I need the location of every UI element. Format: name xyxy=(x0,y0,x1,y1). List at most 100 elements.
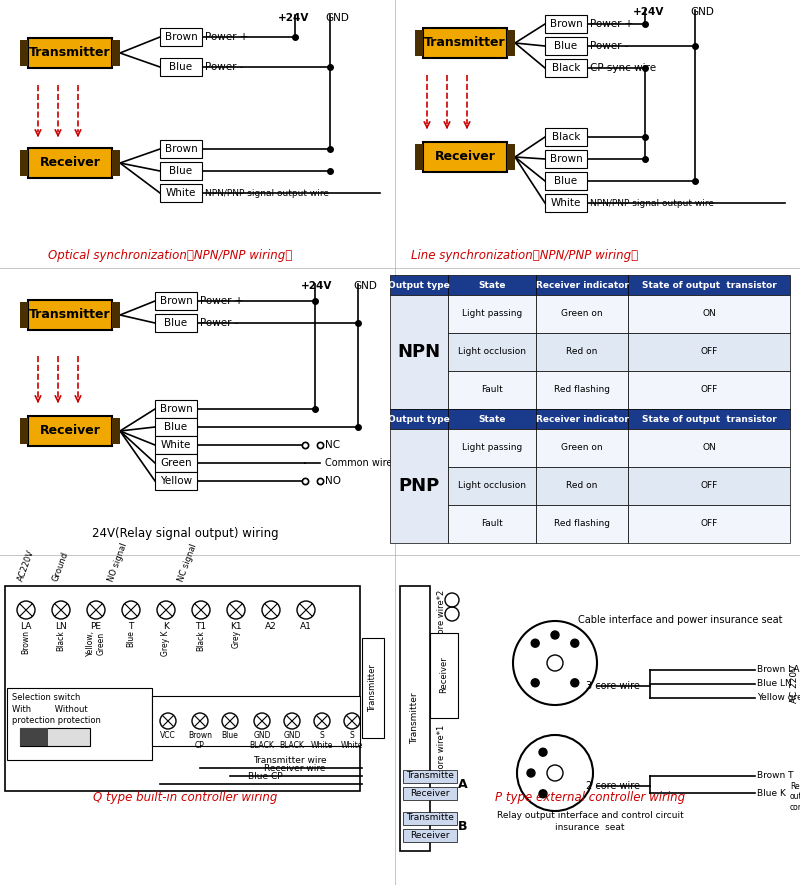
Text: GND: GND xyxy=(325,13,349,23)
Text: Receiver: Receiver xyxy=(39,157,101,170)
Bar xyxy=(112,150,120,176)
Bar xyxy=(20,302,28,328)
Text: GND
BLACK: GND BLACK xyxy=(279,731,305,750)
Text: White: White xyxy=(161,440,191,450)
Text: Receiver indicator: Receiver indicator xyxy=(535,414,629,424)
Text: ON: ON xyxy=(702,310,716,319)
Text: Brown: Brown xyxy=(22,630,30,654)
Text: Line synchronization（NPN/PNP wiring）: Line synchronization（NPN/PNP wiring） xyxy=(411,249,638,261)
Text: Light passing: Light passing xyxy=(462,310,522,319)
Bar xyxy=(362,638,384,738)
Text: Output type: Output type xyxy=(388,281,450,289)
Bar xyxy=(448,333,536,371)
Bar xyxy=(448,295,536,333)
Text: LN: LN xyxy=(55,622,67,631)
Bar xyxy=(545,128,587,146)
Circle shape xyxy=(570,679,578,687)
Text: Blue: Blue xyxy=(554,176,578,186)
Text: Green on: Green on xyxy=(561,310,603,319)
Text: Green: Green xyxy=(160,458,192,468)
Text: With         Without: With Without xyxy=(12,705,88,714)
Bar xyxy=(628,275,790,295)
Bar xyxy=(20,40,28,66)
Text: Yellow,
Green: Yellow, Green xyxy=(86,630,106,656)
Text: 4 core wire*1: 4 core wire*1 xyxy=(438,725,446,781)
Bar xyxy=(415,144,423,170)
Bar xyxy=(448,275,536,295)
Bar xyxy=(628,505,790,543)
Text: Fault: Fault xyxy=(481,519,503,528)
Bar xyxy=(423,142,507,172)
Bar xyxy=(403,787,457,800)
Text: Black: Black xyxy=(57,630,66,650)
Bar xyxy=(400,586,430,851)
Text: White: White xyxy=(551,198,581,208)
Bar xyxy=(28,300,112,330)
Bar xyxy=(628,295,790,333)
Text: State: State xyxy=(478,414,506,424)
Text: GND: GND xyxy=(353,281,377,291)
Text: Grey K: Grey K xyxy=(162,630,170,656)
Bar xyxy=(28,148,112,178)
Bar xyxy=(112,418,120,444)
Text: OFF: OFF xyxy=(700,386,718,395)
Text: OFF: OFF xyxy=(700,481,718,490)
Text: LA: LA xyxy=(20,622,32,631)
Text: OFF: OFF xyxy=(700,348,718,357)
Text: +24V: +24V xyxy=(633,7,664,17)
Text: Power -: Power - xyxy=(200,318,238,328)
Text: Brown T: Brown T xyxy=(757,772,794,781)
Bar xyxy=(155,436,197,454)
Text: GND
BLACK: GND BLACK xyxy=(250,731,274,750)
Text: Blue: Blue xyxy=(170,62,193,72)
Bar xyxy=(423,28,507,58)
Bar xyxy=(628,409,790,429)
Text: A2: A2 xyxy=(265,622,277,631)
Bar xyxy=(507,30,515,56)
Bar xyxy=(7,688,152,760)
Bar xyxy=(448,467,536,505)
Bar xyxy=(20,150,28,176)
Bar xyxy=(155,418,197,436)
Circle shape xyxy=(539,789,547,797)
Text: NPN/PNP signal output wire: NPN/PNP signal output wire xyxy=(590,198,714,207)
Bar xyxy=(20,728,48,746)
Bar xyxy=(403,770,457,783)
Bar xyxy=(628,467,790,505)
Text: NO: NO xyxy=(325,476,341,486)
Text: Blue K: Blue K xyxy=(757,789,786,797)
Text: Power +: Power + xyxy=(590,19,634,29)
Text: NC signal: NC signal xyxy=(177,543,199,583)
Text: NPN/PNP signal output wire: NPN/PNP signal output wire xyxy=(205,189,329,197)
Text: Blue: Blue xyxy=(165,318,187,328)
Bar xyxy=(536,371,628,409)
Bar xyxy=(155,314,197,332)
Text: P type external controller wiring: P type external controller wiring xyxy=(495,791,685,804)
Text: protection protection: protection protection xyxy=(12,716,101,725)
Bar xyxy=(545,15,587,33)
Text: 24V(Relay signal output) wiring: 24V(Relay signal output) wiring xyxy=(92,527,278,540)
Text: Transmitter: Transmitter xyxy=(29,47,111,59)
Bar xyxy=(536,467,628,505)
Text: Relay
output
contact: Relay output contact xyxy=(790,782,800,812)
Text: Receiver indicator: Receiver indicator xyxy=(535,281,629,289)
Text: Cable interface and power insurance seat: Cable interface and power insurance seat xyxy=(578,615,782,625)
Bar xyxy=(112,40,120,66)
Bar xyxy=(155,472,197,490)
Text: Output type: Output type xyxy=(388,414,450,424)
Bar xyxy=(545,194,587,212)
Bar xyxy=(430,633,458,718)
Text: Grey: Grey xyxy=(231,630,241,648)
Bar xyxy=(20,728,90,746)
Bar xyxy=(390,295,448,409)
Text: Receiver wire: Receiver wire xyxy=(264,764,326,773)
Text: OFF: OFF xyxy=(700,519,718,528)
Bar xyxy=(448,505,536,543)
Text: White: White xyxy=(166,188,196,198)
Text: Red on: Red on xyxy=(566,348,598,357)
Circle shape xyxy=(531,639,539,647)
Text: Receiver: Receiver xyxy=(434,150,495,164)
Text: A1: A1 xyxy=(300,622,312,631)
Bar xyxy=(155,454,197,472)
Bar xyxy=(536,295,628,333)
